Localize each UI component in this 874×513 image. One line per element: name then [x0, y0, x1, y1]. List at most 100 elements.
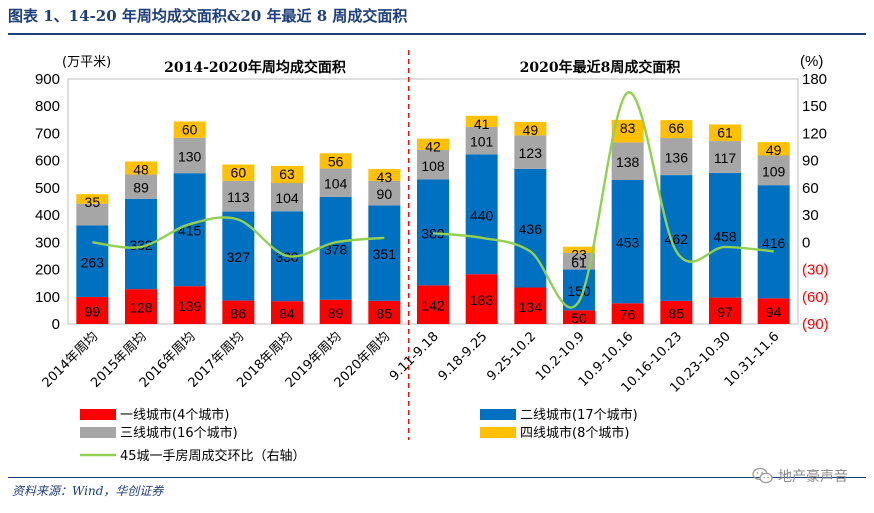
section-left-title: 2014-2020年周均成交面积	[164, 59, 346, 76]
x-category-label: 9.25-10.2	[484, 329, 539, 384]
tier1-bar	[76, 297, 109, 324]
tier3-bar	[660, 138, 693, 176]
tier1-bar	[709, 297, 741, 324]
bar-value-label: 41	[474, 116, 490, 132]
right-axis-tick: 60	[802, 180, 819, 197]
left-axis-tick: 300	[35, 234, 60, 251]
bar-value-label: 66	[669, 120, 685, 136]
legend-tier2-swatch	[480, 409, 516, 420]
bar-value-label: 99	[85, 304, 101, 320]
legend-tier3-swatch	[80, 427, 116, 438]
bar-value-label: 113	[227, 189, 250, 205]
tier2-bar	[757, 185, 790, 299]
tier4-bar	[368, 169, 401, 181]
right-axis-tick: 150	[802, 98, 827, 115]
left-axis-tick: 900	[35, 71, 60, 88]
wechat-icon	[752, 467, 773, 484]
left-axis-tick: 600	[35, 153, 60, 170]
left-axis-tick: 0	[52, 316, 60, 333]
tier1-bar	[368, 300, 401, 324]
tier4-bar	[514, 122, 547, 136]
bar-value-label: 60	[182, 121, 198, 137]
tier2-bar	[660, 175, 693, 301]
tier2-bar	[417, 179, 449, 286]
bar-value-label: 351	[373, 246, 397, 262]
tier2-bar	[514, 168, 547, 288]
bar-value-label: 117	[714, 150, 737, 166]
bar-value-label: 85	[669, 305, 685, 321]
bar-value-label: 263	[81, 254, 105, 270]
tier2-bar	[319, 196, 352, 300]
x-category-label: 9.11-9.18	[387, 329, 442, 384]
legend-tier1-swatch	[80, 409, 116, 420]
tier4-bar	[709, 124, 741, 142]
bar-value-label: 142	[421, 298, 445, 314]
tier3-bar	[757, 155, 790, 186]
bar-value-label: 183	[470, 292, 494, 308]
tier1-bar	[173, 286, 206, 324]
bar-value-label: 48	[133, 161, 149, 177]
tier1-bar	[611, 303, 644, 324]
tier2-bar	[611, 179, 644, 304]
tier1-bar	[465, 274, 498, 324]
tier4-bar	[417, 138, 449, 151]
bar-value-label: 89	[328, 305, 344, 321]
left-axis-tick: 100	[35, 289, 60, 306]
tier4-bar	[125, 161, 157, 175]
left-axis-tick: 500	[35, 180, 60, 197]
legend-tier4-label: 四线城市(8个城市)	[520, 425, 629, 441]
tier2-bar	[76, 225, 109, 298]
bar-value-label: 327	[227, 249, 251, 265]
bar-value-label: 86	[231, 305, 247, 321]
legend-line-label: 45城一手房周成交环比（右轴）	[120, 448, 306, 464]
tier4-bar	[611, 119, 644, 143]
tier4-bar	[319, 153, 352, 169]
bar-value-label: 35	[85, 194, 101, 210]
source-note: 资料来源：Wind，华创证券	[12, 484, 164, 498]
figure-title: 图表 1、14-20 年周均成交面积&20 年最近 8 周成交面积	[8, 7, 408, 25]
footer-rule	[8, 477, 866, 478]
tier3-bar	[417, 150, 449, 180]
left-axis-tick: 400	[35, 207, 60, 224]
legend-tier4-swatch	[480, 427, 516, 438]
bar-value-label: 104	[324, 176, 348, 192]
tier2-bar	[368, 205, 401, 301]
bar-value-label: 138	[616, 154, 640, 170]
tier1-bar	[514, 287, 547, 324]
tier4-bar	[465, 115, 498, 127]
tier1-bar	[319, 299, 352, 324]
wow-line-historical	[92, 216, 385, 258]
bar-value-label: 134	[519, 299, 543, 315]
bar-value-label: 416	[762, 235, 786, 251]
bar-value-label: 453	[616, 235, 640, 251]
bar-value-label: 61	[571, 254, 587, 270]
tier3-bar	[368, 180, 401, 206]
bar-value-label: 23	[571, 247, 587, 263]
bar-value-label: 42	[425, 139, 441, 155]
tier4-bar	[660, 120, 693, 139]
tier1-bar	[125, 289, 157, 324]
tier2-bar	[563, 269, 595, 311]
tier3-bar	[319, 168, 352, 197]
bar-value-label: 97	[717, 304, 733, 320]
bar-value-label: 43	[377, 169, 393, 185]
tier3-bar	[465, 126, 498, 155]
right-axis-tick: 180	[802, 71, 827, 88]
tier4-bar	[271, 165, 303, 183]
legend-tier1-label: 一线城市(4个城市)	[120, 407, 229, 423]
bar-value-label: 139	[178, 298, 202, 314]
right-axis-tick: (90)	[802, 316, 829, 333]
left-axis-unit: (万平米)	[62, 55, 111, 70]
tier1-bar	[417, 285, 449, 324]
bar-value-label: 89	[133, 180, 149, 196]
left-axis-tick: 700	[35, 125, 60, 142]
tier1-bar	[757, 298, 790, 324]
tier4-bar	[173, 121, 206, 138]
tier3-bar	[173, 137, 206, 174]
tier3-bar	[514, 135, 547, 169]
right-axis-tick: 0	[802, 234, 810, 251]
legend-tier3-label: 三线城市(16个城市)	[120, 425, 238, 441]
tier3-bar	[271, 182, 303, 212]
bar-value-label: 49	[523, 122, 539, 138]
